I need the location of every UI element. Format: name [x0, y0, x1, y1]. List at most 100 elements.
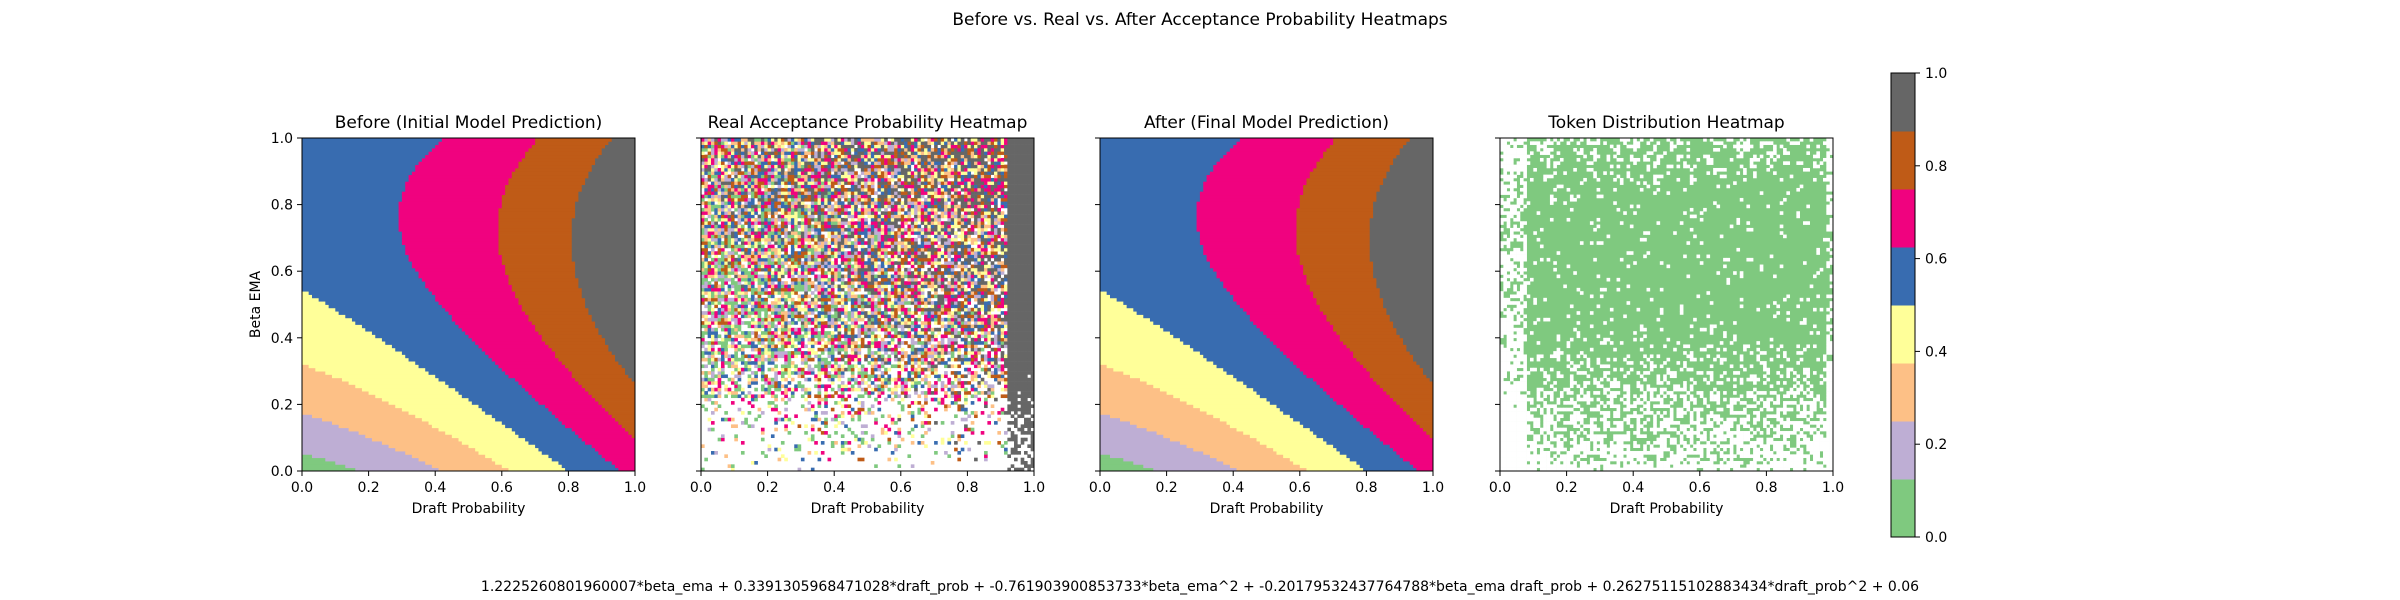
heatmap-cell [970, 377, 975, 382]
heatmap-cell [591, 444, 636, 449]
heatmap-cell [421, 277, 509, 282]
heatmap-cell [737, 384, 742, 389]
heatmap-cell [1030, 324, 1035, 329]
heatmap-cell [1014, 267, 1018, 272]
heatmap-cell [914, 254, 918, 259]
heatmap-cell [800, 267, 805, 272]
heatmap-cell [820, 334, 825, 339]
heatmap-cell [405, 184, 506, 189]
heatmap-cell [541, 334, 603, 339]
heatmap-cell [724, 317, 728, 322]
heatmap-cell [937, 397, 942, 402]
heatmap-cell [997, 334, 1001, 339]
heatmap-cell [964, 327, 968, 332]
heatmap-cell [790, 364, 795, 369]
heatmap-cell [1007, 234, 1011, 239]
heatmap-cell [970, 281, 975, 285]
heatmap-cell [900, 364, 905, 369]
heatmap-cell [920, 371, 925, 375]
heatmap-cell [740, 344, 745, 349]
heatmap-cell [907, 307, 912, 312]
heatmap-cell [701, 311, 705, 315]
heatmap-cell [707, 301, 712, 305]
heatmap-cell [967, 267, 972, 272]
heatmap-cell [820, 247, 825, 252]
heatmap-cell [714, 301, 718, 305]
heatmap-cell [834, 424, 838, 429]
heatmap-cell [302, 374, 333, 379]
heatmap-cell [631, 434, 636, 439]
heatmap-cell [830, 387, 835, 392]
heatmap-cell [565, 424, 623, 429]
heatmap-cell [980, 361, 985, 365]
heatmap-cell [1020, 437, 1025, 442]
heatmap-cell [847, 281, 852, 285]
heatmap-cell [720, 287, 725, 292]
heatmap-cell [764, 281, 768, 285]
heatmap-cell [850, 377, 855, 382]
heatmap-cell [790, 351, 795, 355]
heatmap-cell [767, 331, 772, 335]
heatmap-cell [900, 274, 905, 279]
heatmap-cell [518, 434, 579, 439]
heatmap-cell [900, 347, 905, 352]
heatmap-cell [987, 307, 992, 312]
heatmap-cell [864, 301, 868, 305]
heatmap-cell [914, 307, 918, 312]
heatmap-cell [810, 427, 815, 432]
heatmap-cell [737, 347, 742, 352]
heatmap-cell [1030, 261, 1035, 265]
heatmap-cell [930, 274, 935, 279]
heatmap-cell [1014, 407, 1018, 412]
heatmap-cell [994, 294, 998, 299]
heatmap-cell [880, 311, 885, 315]
heatmap-cell [817, 384, 822, 389]
heatmap-cell [754, 251, 758, 255]
heatmap-cell [887, 261, 892, 265]
heatmap-cell [997, 344, 1001, 349]
heatmap-cell [505, 371, 573, 375]
heatmap-cell [774, 247, 778, 252]
heatmap-cell [857, 357, 862, 362]
heatmap-cell [980, 354, 985, 359]
heatmap-cell [724, 307, 728, 312]
heatmap-cell [980, 341, 985, 345]
heatmap-cell [804, 324, 808, 329]
heatmap-cell [924, 311, 928, 315]
heatmap-cell [947, 344, 952, 349]
heatmap-cell [914, 324, 918, 329]
heatmap-cell [575, 261, 636, 265]
heatmap-cell [764, 344, 768, 349]
heatmap-cell [907, 294, 912, 299]
heatmap-cell [744, 284, 748, 289]
heatmap-cell [867, 407, 872, 412]
heatmap-cell [980, 257, 985, 262]
heatmap-cell [810, 237, 815, 242]
heatmap-cell [605, 407, 636, 412]
heatmap-cell [830, 234, 835, 239]
heatmap-cell [707, 361, 712, 365]
heatmap-cell [1027, 314, 1031, 319]
heatmap-cell [834, 244, 838, 249]
heatmap-cell [840, 387, 845, 392]
heatmap-cell [957, 271, 962, 275]
heatmap-cell [874, 464, 878, 468]
heatmap-cell [302, 277, 423, 282]
heatmap-cell [884, 377, 888, 382]
heatmap-cell [727, 417, 732, 422]
heatmap-cell [837, 334, 842, 339]
heatmap-cell [824, 417, 828, 422]
heatmap-cell [764, 274, 768, 279]
heatmap-cell [804, 257, 808, 262]
heatmap-cell [870, 411, 875, 415]
heatmap-cell [857, 281, 862, 285]
heatmap-cell [870, 237, 875, 242]
heatmap-cell [887, 441, 892, 445]
heatmap-cell [964, 291, 968, 295]
heatmap-cell [997, 254, 1001, 259]
heatmap-cell [750, 274, 755, 279]
heatmap-cell [1000, 407, 1005, 412]
heatmap-cell [897, 304, 902, 309]
heatmap-cell [924, 304, 928, 309]
heatmap-cell [960, 294, 965, 299]
